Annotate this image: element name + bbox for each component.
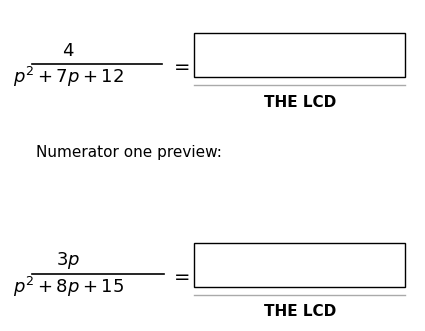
FancyBboxPatch shape — [195, 33, 405, 77]
Text: $=$: $=$ — [170, 56, 190, 75]
Text: $p^2 + 8p + 15$: $p^2 + 8p + 15$ — [13, 274, 124, 299]
Text: $4$: $4$ — [62, 42, 74, 60]
Text: THE LCD: THE LCD — [264, 95, 336, 110]
Text: $3p$: $3p$ — [56, 250, 80, 271]
FancyBboxPatch shape — [195, 243, 405, 287]
Text: $=$: $=$ — [170, 266, 190, 285]
Text: Numerator one preview:: Numerator one preview: — [36, 145, 222, 160]
Text: THE LCD: THE LCD — [264, 304, 336, 319]
Text: $p^2 + 7p + 12$: $p^2 + 7p + 12$ — [13, 65, 124, 89]
